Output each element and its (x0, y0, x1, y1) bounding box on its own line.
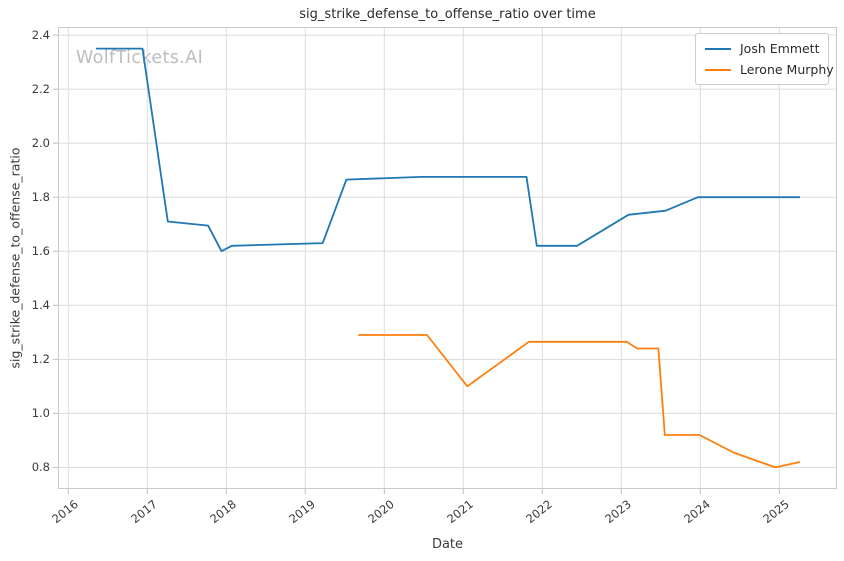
legend-line-swatch (705, 47, 731, 50)
y-tick-label: 2.4 (31, 27, 50, 42)
x-axis-label: Date (431, 537, 464, 552)
y-tick-label: 1.2 (31, 351, 50, 366)
series-line-josh-emmett (95, 47, 800, 253)
plot-border (58, 27, 837, 489)
legend: Josh Emmett Lerone Murphy (695, 33, 834, 85)
legend-label: Josh Emmett (740, 41, 820, 56)
y-tick-label: 1.6 (31, 243, 50, 258)
y-tick-label: 1.4 (31, 297, 50, 312)
legend-line-swatch (705, 68, 731, 71)
legend-item-lerone-murphy: Lerone Murphy (705, 62, 834, 77)
y-tick-label: 1.0 (31, 405, 50, 420)
legend-label: Lerone Murphy (740, 62, 834, 77)
watermark: WolfTickets.AI (76, 48, 204, 68)
y-tick-label: 2.2 (31, 81, 50, 96)
y-tick-label: 1.8 (31, 189, 50, 204)
y-tick-label: 2.0 (31, 135, 50, 150)
series-line-lerone-murphy (358, 334, 801, 469)
chart-title: sig_strike_defense_to_offense_ratio over… (299, 7, 596, 22)
legend-item-josh-emmett: Josh Emmett (705, 41, 820, 56)
y-tick-label: 0.8 (31, 459, 50, 474)
